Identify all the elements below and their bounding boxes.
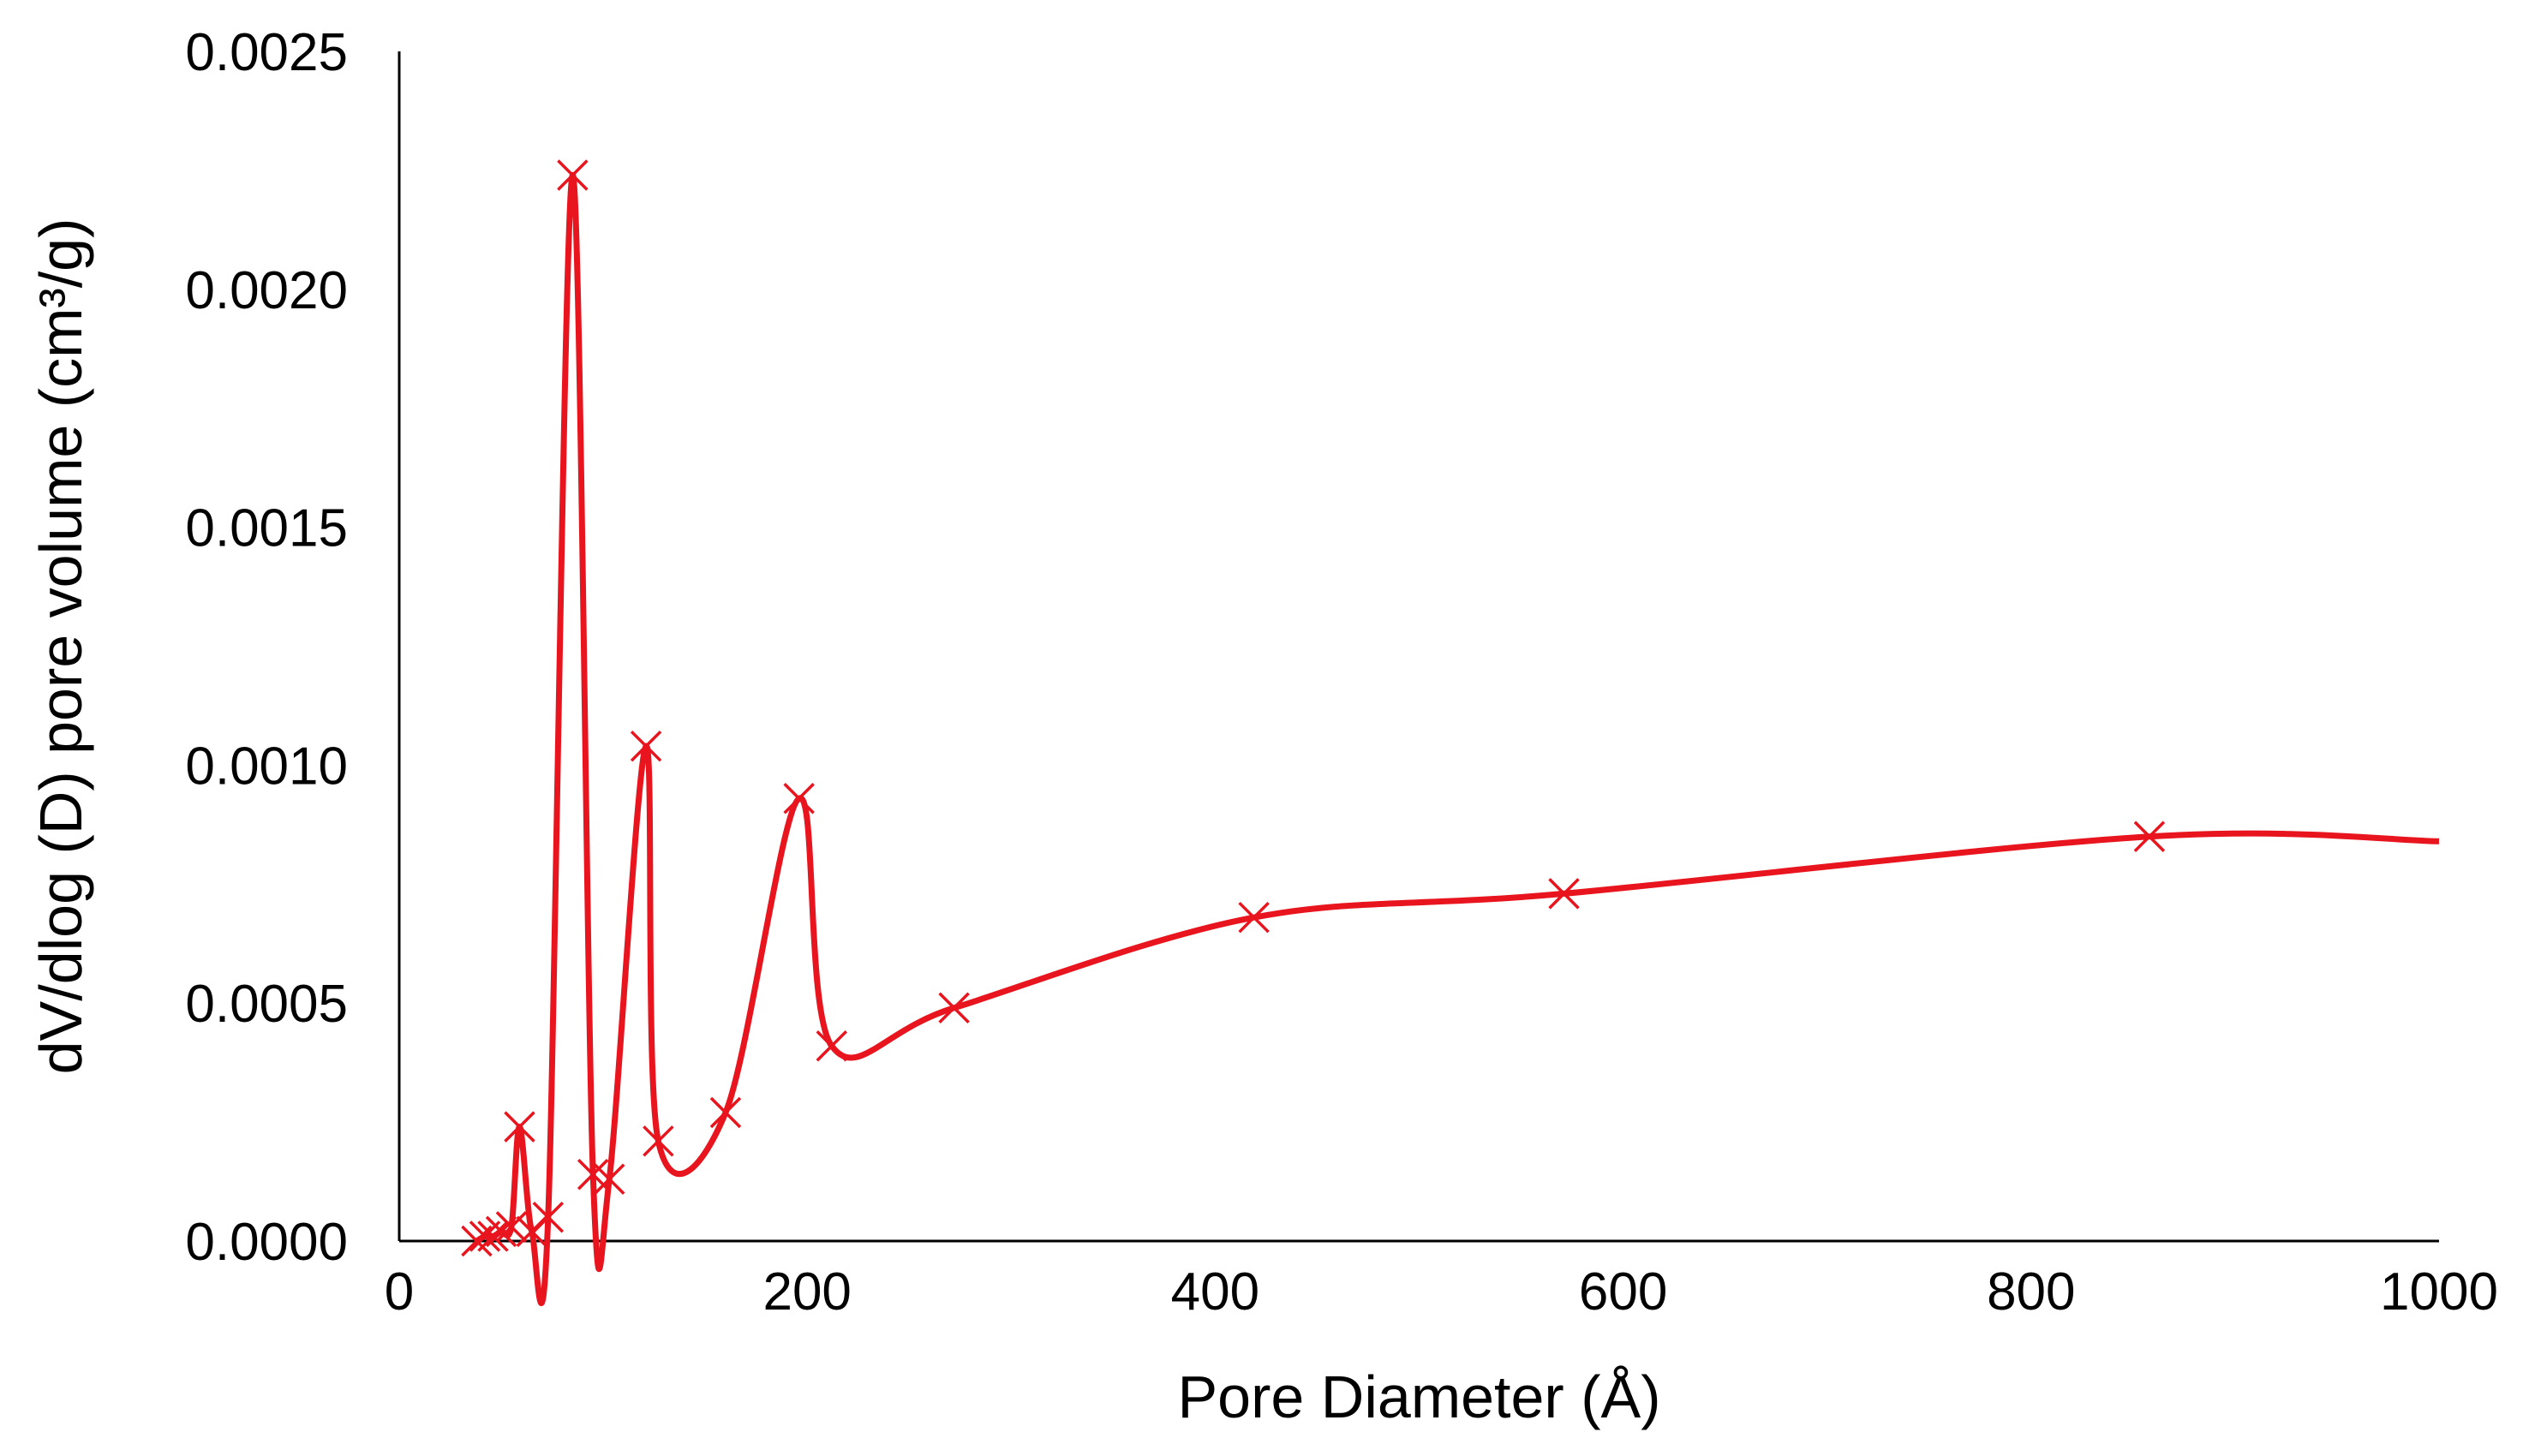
data-point-marker <box>783 783 815 815</box>
x-tick-label: 0 <box>385 1262 414 1322</box>
data-series <box>461 159 2440 1306</box>
y-tick-label: 0.0020 <box>185 261 348 320</box>
data-point-marker <box>1238 901 1270 934</box>
data-point-marker <box>477 1220 509 1252</box>
data-point-marker <box>557 159 589 191</box>
data-point-marker <box>485 1215 517 1248</box>
x-tick-label: 800 <box>1987 1262 2075 1322</box>
y-tick-label: 0.0000 <box>185 1213 348 1272</box>
data-point-marker <box>709 1096 742 1129</box>
axes <box>398 51 2439 1243</box>
y-tick-label: 0.0010 <box>185 737 348 796</box>
data-point-marker <box>532 1201 565 1233</box>
data-point-marker <box>938 992 970 1023</box>
data-point-marker <box>594 1163 625 1196</box>
x-tick-label: 1000 <box>2380 1262 2498 1322</box>
y-axis-title: dV/dlog (D) pore volume (cm³/g) <box>27 218 94 1075</box>
data-point-marker <box>816 1029 848 1062</box>
x-tick-label: 200 <box>762 1262 851 1322</box>
y-tick-label: 0.0025 <box>185 23 348 82</box>
y-tick-label: 0.0005 <box>185 975 348 1034</box>
data-point-marker <box>2133 820 2166 852</box>
data-point-marker <box>504 1111 535 1143</box>
x-tick-label: 600 <box>1579 1262 1667 1322</box>
tick-labels: 0 200 400 600 800 1000 0.0000 0.0005 0.0010 0.001… <box>185 23 2498 1322</box>
data-point-marker <box>495 1211 528 1243</box>
x-axis-title: Pore Diameter (Å) <box>1177 1364 1660 1430</box>
data-point-marker <box>1548 878 1580 910</box>
series-line <box>475 171 2440 1306</box>
data-point-marker <box>630 730 662 762</box>
y-tick-label: 0.0015 <box>185 499 348 558</box>
data-point-marker <box>643 1125 674 1157</box>
x-tick-label: 400 <box>1171 1262 1259 1322</box>
